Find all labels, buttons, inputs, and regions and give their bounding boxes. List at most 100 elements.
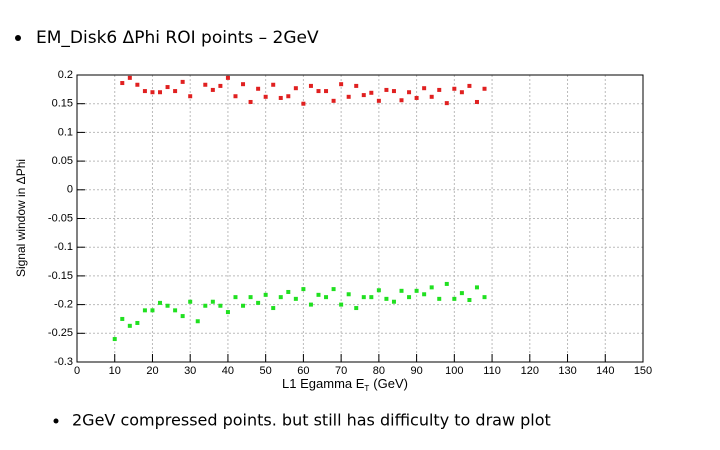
point	[308, 83, 313, 88]
bullet	[53, 418, 59, 424]
x-tick-label: 60	[297, 365, 309, 377]
point	[271, 82, 276, 87]
point	[482, 295, 487, 300]
point	[173, 308, 178, 313]
point	[444, 281, 449, 286]
point	[173, 89, 178, 94]
point	[369, 90, 374, 95]
point	[210, 299, 215, 304]
point	[474, 285, 479, 290]
point	[346, 292, 351, 297]
x-tick-label: 10	[109, 365, 121, 377]
point	[271, 306, 276, 311]
point	[459, 90, 464, 95]
point	[369, 295, 374, 300]
point	[112, 337, 117, 342]
point	[188, 299, 193, 304]
point	[414, 288, 419, 293]
point	[158, 300, 163, 305]
x-tick-label: 100	[445, 365, 463, 377]
point	[188, 94, 193, 99]
point	[203, 82, 208, 87]
point	[150, 308, 155, 313]
point	[120, 316, 125, 321]
point	[263, 292, 268, 297]
point	[459, 291, 464, 296]
point	[135, 320, 140, 325]
x-tick-label: 70	[335, 365, 347, 377]
point	[301, 101, 306, 106]
x-tick-label: 130	[558, 365, 576, 377]
point	[346, 94, 351, 99]
point	[195, 319, 200, 324]
point	[278, 295, 283, 300]
point	[444, 101, 449, 106]
point	[391, 299, 396, 304]
point	[256, 300, 261, 305]
point	[210, 87, 215, 92]
point	[452, 296, 457, 301]
point	[361, 93, 366, 98]
y-tick-label: -0.1	[54, 241, 73, 253]
point	[165, 303, 170, 308]
x-axis-label: L1 Egamma ET (GeV)	[282, 376, 408, 393]
point	[414, 95, 419, 100]
point	[452, 86, 457, 91]
x-tick-label: 80	[373, 365, 385, 377]
point	[225, 75, 230, 80]
point	[135, 82, 140, 87]
point	[248, 99, 253, 104]
x-tick-label: 0	[74, 365, 80, 377]
plot-frame	[76, 74, 644, 363]
point	[331, 287, 336, 292]
point	[308, 302, 313, 307]
point	[142, 308, 147, 313]
x-label-unit: (GeV)	[373, 376, 408, 391]
y-tick-label: -0.15	[48, 270, 73, 282]
x-tick-label: 150	[634, 365, 652, 377]
point	[158, 90, 163, 95]
point	[180, 314, 185, 319]
point	[203, 303, 208, 308]
footer-note: 2GeV compressed points. but still has di…	[72, 411, 551, 430]
point	[339, 82, 344, 87]
point	[127, 75, 132, 80]
x-tick-label: 90	[410, 365, 422, 377]
x-tick-label: 20	[146, 365, 158, 377]
point	[429, 285, 434, 290]
point	[286, 94, 291, 99]
point	[361, 295, 366, 300]
point	[354, 83, 359, 88]
point	[384, 87, 389, 92]
y-tick-label: -0.25	[48, 327, 73, 339]
x-tick-label: 120	[521, 365, 539, 377]
point	[256, 86, 261, 91]
y-tick-label: -0.05	[48, 212, 73, 224]
point	[331, 98, 336, 103]
point	[437, 87, 442, 92]
point	[180, 79, 185, 84]
point	[248, 295, 253, 300]
point	[422, 86, 427, 91]
y-tick-label: 0.05	[52, 155, 73, 167]
point	[225, 310, 230, 315]
point	[301, 287, 306, 292]
point	[474, 99, 479, 104]
x-tick-label: 30	[184, 365, 196, 377]
point	[293, 86, 298, 91]
y-tick-label: -0.2	[54, 299, 73, 311]
point	[316, 89, 321, 94]
point	[165, 85, 170, 90]
point	[142, 89, 147, 94]
y-axis-label: Signal window in ΔPhi	[14, 159, 28, 277]
point	[339, 302, 344, 307]
point	[233, 295, 238, 300]
point	[429, 94, 434, 99]
point	[127, 323, 132, 328]
point	[467, 298, 472, 303]
x-tick-label: 40	[222, 365, 234, 377]
point	[399, 288, 404, 293]
point	[324, 89, 329, 94]
x-label-sub: T	[364, 384, 369, 393]
